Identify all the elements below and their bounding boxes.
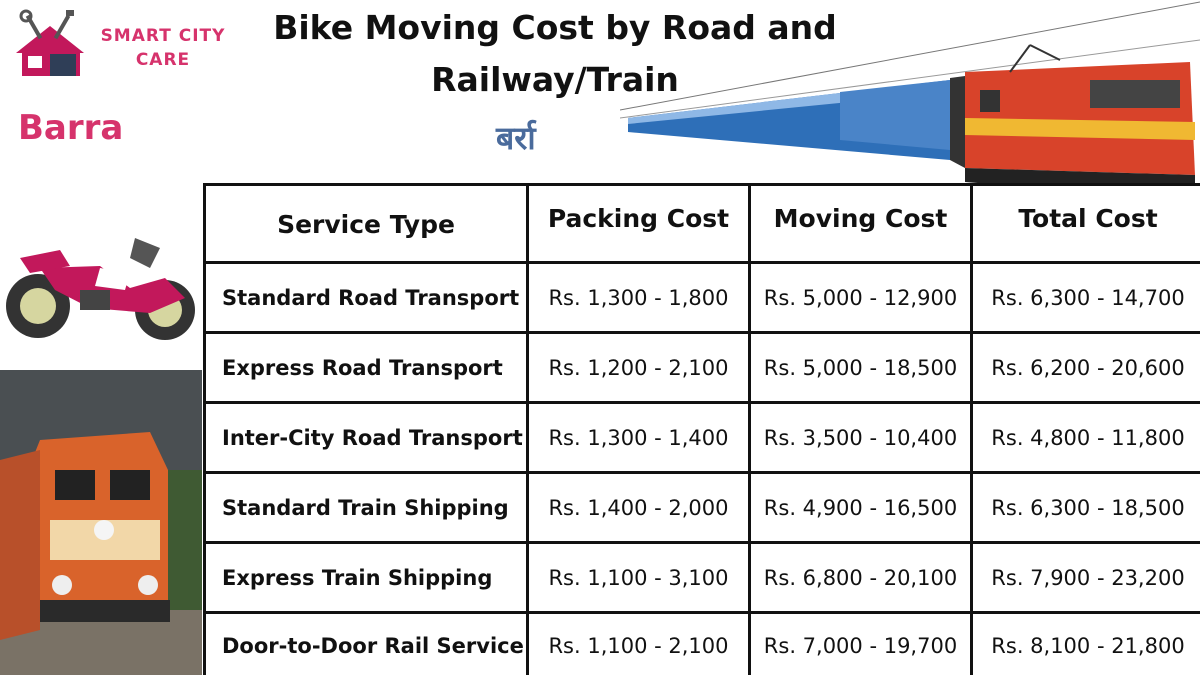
packing-cost-cell: Rs. 1,100 - 2,100 (526, 614, 748, 675)
table-row: Standard Road Transport Rs. 1,300 - 1,80… (206, 261, 1200, 331)
service-type-cell: Express Road Transport (222, 355, 503, 380)
packing-cost-cell: Rs. 1,200 - 2,100 (526, 334, 748, 401)
header-total-cost: Total Cost (970, 186, 1200, 261)
table-row: Express Road Transport Rs. 1,200 - 2,100… (206, 331, 1200, 401)
total-cost-cell: Rs. 6,200 - 20,600 (970, 334, 1200, 401)
service-type-cell: Door-to-Door Rail Service (222, 634, 524, 658)
place-name-hindi: बर्रा (496, 119, 536, 157)
cost-table: Service Type Packing Cost Moving Cost To… (203, 183, 1200, 675)
table-row: Express Train Shipping Rs. 1,100 - 3,100… (206, 541, 1200, 611)
moving-cost-cell: Rs. 4,900 - 16,500 (748, 474, 970, 541)
moving-cost-cell: Rs. 5,000 - 12,900 (748, 264, 970, 331)
house-tools-logo-icon (16, 9, 84, 76)
packing-cost-cell: Rs. 1,300 - 1,400 (526, 404, 748, 471)
header-service-type: Service Type (277, 210, 455, 239)
title-line1: Bike Moving Cost by Road and (273, 8, 837, 47)
total-cost-cell: Rs. 6,300 - 18,500 (970, 474, 1200, 541)
packing-cost-cell: Rs. 1,100 - 3,100 (526, 544, 748, 611)
header-moving-cost: Moving Cost (748, 186, 970, 261)
table-row: Standard Train Shipping Rs. 1,400 - 2,00… (206, 471, 1200, 541)
table-row: Door-to-Door Rail Service Rs. 1,100 - 2,… (206, 611, 1200, 675)
brand-line1: SMART CITY (100, 26, 226, 46)
packing-cost-cell: Rs. 1,300 - 1,800 (526, 264, 748, 331)
moving-cost-cell: Rs. 5,000 - 18,500 (748, 334, 970, 401)
service-type-cell: Standard Train Shipping (222, 495, 509, 520)
total-cost-cell: Rs. 8,100 - 21,800 (970, 614, 1200, 675)
title-line2: Railway/Train (431, 60, 679, 99)
header-packing-cost: Packing Cost (526, 186, 748, 261)
packing-cost-cell: Rs. 1,400 - 2,000 (526, 474, 748, 541)
place-name-english: Barra (18, 108, 124, 148)
service-type-cell: Express Train Shipping (222, 565, 493, 590)
moving-cost-cell: Rs. 3,500 - 10,400 (748, 404, 970, 471)
train-image (620, 1, 1200, 215)
motorbike-image (6, 238, 195, 340)
page-title: Bike Moving Cost by Road and Railway/Tra… (250, 2, 860, 106)
brand-line2: CARE (135, 50, 191, 70)
table-row: Inter-City Road Transport Rs. 1,300 - 1,… (206, 401, 1200, 471)
brand-logo: SMART CITY CARE (10, 8, 240, 88)
moving-cost-cell: Rs. 7,000 - 19,700 (748, 614, 970, 675)
moving-cost-cell: Rs. 6,800 - 20,100 (748, 544, 970, 611)
service-type-cell: Standard Road Transport (222, 285, 520, 310)
service-type-cell: Inter-City Road Transport (222, 425, 523, 450)
total-cost-cell: Rs. 6,300 - 14,700 (970, 264, 1200, 331)
total-cost-cell: Rs. 4,800 - 11,800 (970, 404, 1200, 471)
locomotive-image (0, 370, 202, 675)
total-cost-cell: Rs. 7,900 - 23,200 (970, 544, 1200, 611)
table-header-row: Service Type Packing Cost Moving Cost To… (206, 186, 1200, 261)
